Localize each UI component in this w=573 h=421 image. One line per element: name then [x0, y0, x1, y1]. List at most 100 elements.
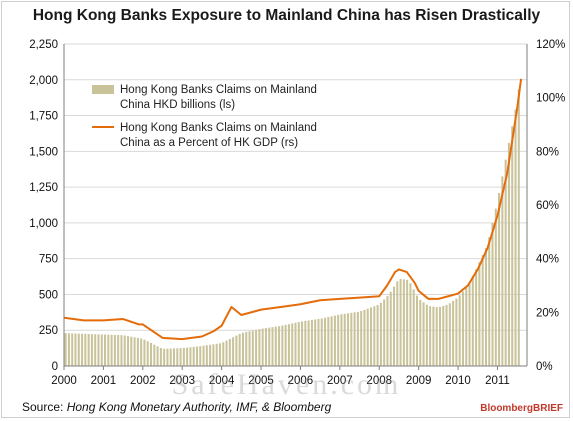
- bar: [261, 328, 264, 366]
- bar: [245, 332, 248, 366]
- bar: [127, 336, 130, 366]
- bar: [422, 302, 425, 366]
- bar: [475, 269, 478, 366]
- bar: [452, 300, 455, 366]
- source-note: Source: Hong Kong Monetary Authority, IM…: [22, 400, 331, 414]
- bar: [149, 342, 153, 366]
- y-right-tick-label: 80%: [536, 146, 559, 158]
- bar: [307, 320, 310, 366]
- bar: [117, 335, 120, 366]
- gridlines: [64, 43, 527, 367]
- bar: [363, 309, 366, 366]
- bar: [343, 313, 346, 366]
- bar: [304, 320, 307, 366]
- source-list: Hong Kong Monetary Authority, IMF, & Blo…: [66, 400, 332, 414]
- bar: [494, 208, 497, 366]
- bar: [136, 337, 139, 366]
- y-left-tick-label: 1,000: [29, 218, 58, 230]
- bar: [435, 307, 438, 366]
- bar: [100, 334, 103, 366]
- bar: [465, 287, 468, 366]
- bar: [284, 324, 287, 366]
- bar: [140, 338, 143, 366]
- bar: [87, 333, 90, 366]
- bar: [478, 262, 481, 366]
- bar: [238, 333, 241, 366]
- bar: [166, 348, 169, 366]
- bar: [415, 295, 419, 366]
- bar: [392, 286, 396, 366]
- bar: [327, 316, 330, 366]
- x-tick-label: 2011: [485, 375, 510, 387]
- bar: [104, 334, 107, 366]
- bar: [511, 126, 514, 367]
- bar: [291, 323, 294, 366]
- bar: [294, 322, 297, 366]
- bar: [192, 346, 195, 366]
- bar: [297, 321, 300, 366]
- bar: [501, 176, 504, 366]
- bar: [409, 283, 412, 366]
- bar: [199, 346, 202, 366]
- bar: [278, 326, 281, 366]
- bar: [347, 313, 350, 366]
- y-right-tick-label: 60%: [536, 200, 559, 212]
- axes: 0 250 500 750 1,000 1,250 1,500 1,750 2,000 2,250…: [29, 39, 565, 387]
- bar: [179, 348, 182, 366]
- bar: [507, 142, 510, 366]
- x-tick-label: 2009: [406, 375, 432, 387]
- bar: [471, 275, 474, 366]
- y-left-tick-label: 2,000: [29, 75, 58, 87]
- x-tick-label: 2004: [209, 375, 235, 387]
- bar: [113, 334, 116, 366]
- bar: [333, 315, 336, 366]
- bar: [120, 335, 123, 366]
- y-left-tick-label: 500: [39, 289, 58, 301]
- source-prefix: Source:: [22, 400, 67, 414]
- bar: [255, 329, 258, 366]
- bar: [498, 193, 501, 366]
- bar: [514, 109, 517, 366]
- bar: [455, 298, 458, 366]
- bar: [143, 339, 146, 366]
- bar: [337, 314, 340, 366]
- bar: [274, 326, 277, 366]
- bar: [281, 325, 284, 366]
- bar: [491, 222, 494, 366]
- bar: [379, 302, 382, 366]
- bar: [330, 316, 333, 366]
- y-left-tick-label: 1,250: [29, 182, 58, 194]
- chart-title: Hong Kong Banks Exposure to Mainland Chi…: [32, 7, 541, 24]
- bar: [81, 333, 84, 366]
- bar: [402, 279, 405, 366]
- bar: [172, 348, 176, 366]
- bar: [202, 345, 205, 366]
- bar: [153, 344, 156, 366]
- bar: [419, 299, 422, 366]
- bar: [71, 333, 74, 366]
- bar: [301, 321, 304, 366]
- bar: [218, 343, 221, 366]
- bar: [74, 333, 77, 366]
- bar: [130, 336, 133, 366]
- x-tick-label: 2000: [51, 375, 77, 387]
- bar: [376, 305, 379, 366]
- bar: [353, 312, 356, 366]
- bar: [370, 307, 373, 366]
- line-series: [63, 78, 523, 341]
- bar: [146, 341, 149, 366]
- bar: [340, 314, 343, 366]
- bar: [488, 237, 491, 366]
- bar: [438, 306, 442, 366]
- bar: [271, 327, 274, 366]
- bar: [350, 312, 353, 366]
- x-tick-label: 2008: [366, 375, 392, 387]
- bar: [159, 347, 162, 366]
- y-right-tick-label: 40%: [536, 254, 559, 266]
- bar: [163, 348, 166, 366]
- legend-label-line: Hong Kong Banks Claims on Mainland: [120, 122, 317, 134]
- bar: [268, 327, 271, 366]
- bar: [222, 342, 225, 366]
- bar: [97, 334, 100, 366]
